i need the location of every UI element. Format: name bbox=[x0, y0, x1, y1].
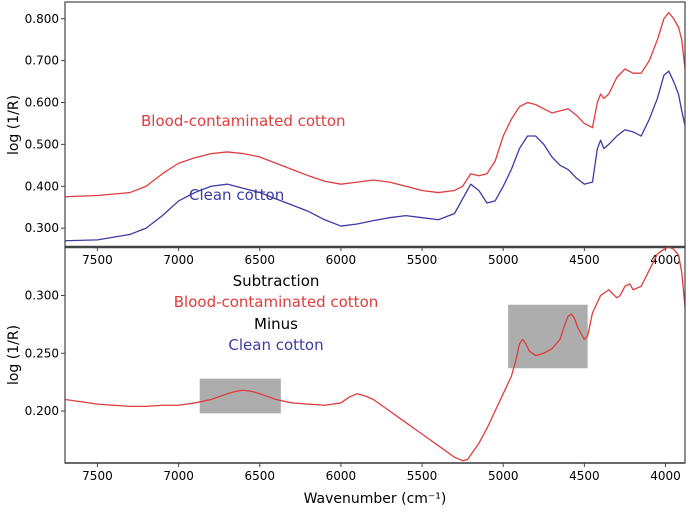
top-panel: 0.300 0.400 0.500 0.600 0.700 0.800 7500 7000 6… bbox=[6, 1, 686, 267]
top-series-clean-cotton bbox=[64, 70, 686, 242]
top-x-tick-label: 6000 bbox=[326, 253, 357, 267]
bottom-x-tick-label: 6500 bbox=[244, 469, 275, 483]
top-y-tick-label: 0.700 bbox=[25, 54, 59, 68]
bottom-panel: 0.200 0.250 0.300 7500 7000 6500 6000 5500 5000… bbox=[6, 246, 686, 507]
top-annotation-clean: Clean cotton bbox=[189, 186, 284, 204]
top-y-tick-label: 0.600 bbox=[25, 96, 59, 110]
top-x-tick-label: 7500 bbox=[82, 253, 113, 267]
top-x-tick-label: 7000 bbox=[163, 253, 194, 267]
highlight-region-1 bbox=[199, 378, 281, 414]
top-y-ticks: 0.300 0.400 0.500 0.600 0.700 0.800 bbox=[25, 12, 65, 235]
bottom-x-ticks: 7500 7000 6500 6000 5500 5000 4500 4000 bbox=[82, 463, 681, 483]
bottom-x-tick-label: 4500 bbox=[569, 469, 600, 483]
bottom-highlight-regions bbox=[199, 304, 588, 414]
bottom-annotation-blood: Blood-contaminated cotton bbox=[174, 293, 379, 311]
bottom-x-tick-label: 5000 bbox=[488, 469, 519, 483]
bottom-y-tick-label: 0.300 bbox=[25, 289, 59, 303]
top-y-tick-label: 0.500 bbox=[25, 137, 59, 151]
top-x-tick-label: 5500 bbox=[407, 253, 438, 267]
bottom-marks bbox=[64, 246, 686, 462]
bottom-x-tick-label: 6000 bbox=[326, 469, 357, 483]
top-y-tick-label: 0.400 bbox=[25, 179, 59, 193]
top-x-ticks: 7500 7000 6500 6000 5500 5000 4500 4000 bbox=[82, 247, 681, 267]
bottom-x-tick-label: 4000 bbox=[650, 469, 681, 483]
bottom-series-subtraction bbox=[64, 246, 686, 462]
top-y-tick-label: 0.800 bbox=[25, 12, 59, 26]
top-x-tick-label: 4500 bbox=[569, 253, 600, 267]
bottom-x-tick-label: 7000 bbox=[163, 469, 194, 483]
highlight-region-2 bbox=[508, 304, 588, 369]
top-y-tick-label: 0.300 bbox=[25, 221, 59, 235]
bottom-y-ticks: 0.200 0.250 0.300 bbox=[25, 289, 65, 418]
top-annotation-blood: Blood-contaminated cotton bbox=[141, 112, 346, 130]
bottom-plot-frame bbox=[64, 246, 686, 464]
bottom-annotation-minus: Minus bbox=[254, 315, 298, 333]
top-marks bbox=[64, 11, 686, 242]
top-x-tick-label: 6500 bbox=[244, 253, 275, 267]
top-y-axis-label: log (1/R) bbox=[6, 95, 22, 155]
bottom-annotation-clean: Clean cotton bbox=[228, 336, 323, 354]
bottom-y-tick-label: 0.200 bbox=[25, 404, 59, 418]
bottom-y-axis-label: log (1/R) bbox=[6, 325, 22, 385]
bottom-y-tick-label: 0.250 bbox=[25, 346, 59, 360]
top-series-blood-contaminated-cotton bbox=[64, 11, 686, 198]
bottom-x-tick-label: 5500 bbox=[407, 469, 438, 483]
bottom-annotation-subtraction: Subtraction bbox=[233, 272, 320, 290]
top-x-tick-label: 4000 bbox=[650, 253, 681, 267]
x-axis-label: Wavenumber (cm⁻¹) bbox=[304, 491, 447, 507]
top-x-tick-label: 5000 bbox=[488, 253, 519, 267]
bottom-x-tick-label: 7500 bbox=[82, 469, 113, 483]
